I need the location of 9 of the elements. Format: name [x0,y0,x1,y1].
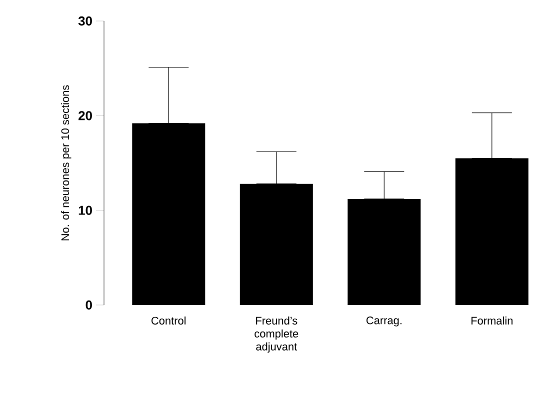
y-tick-label: 0 [86,300,92,310]
x-tick-label: Freund’s complete adjuvant [254,316,298,353]
y-tick-label: 30 [78,16,92,26]
x-tick-label: Control [152,316,186,325]
y-tick-label: 20 [78,111,92,120]
y-tick-label: 10 [78,206,92,215]
y-axis-title: No. of neurones per 10 sections [61,85,72,240]
x-tick-label: Carrag. [366,316,402,326]
x-tick-label: Formalin [472,316,512,325]
